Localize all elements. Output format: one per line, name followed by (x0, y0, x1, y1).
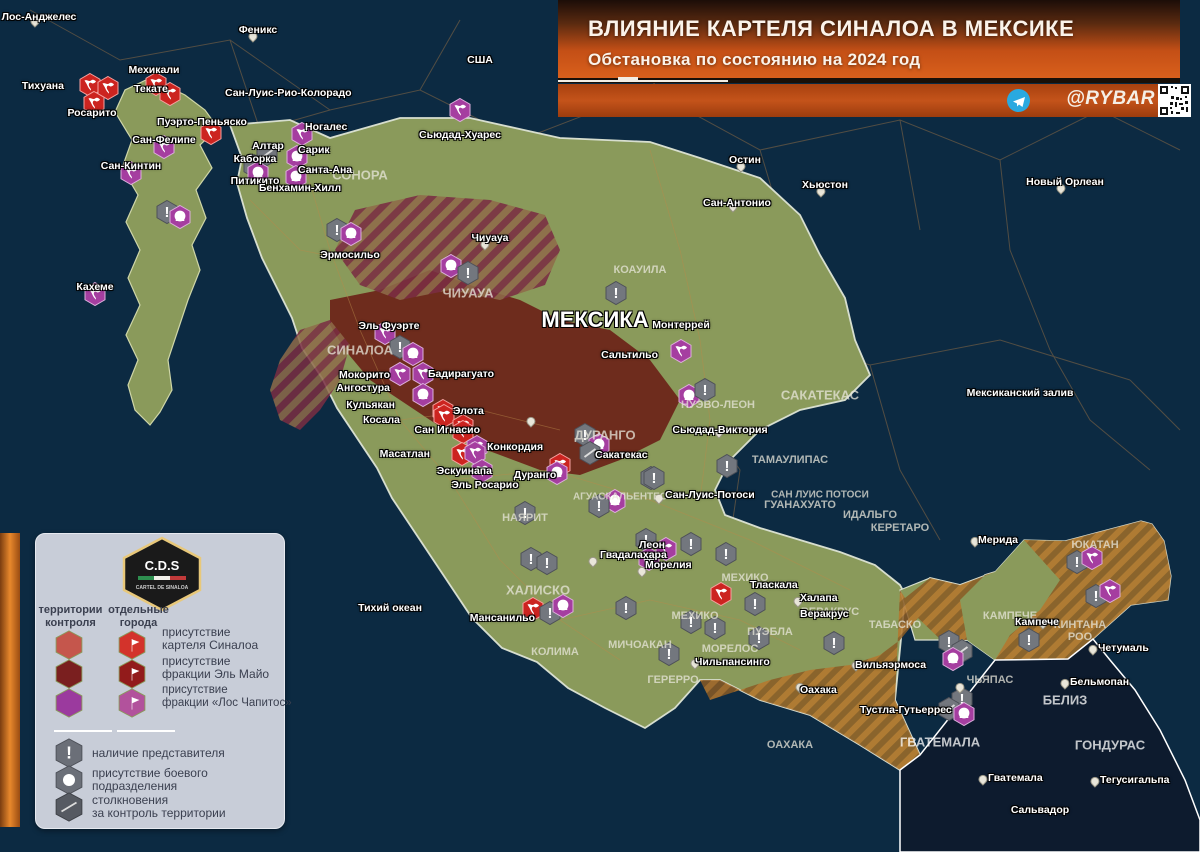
svg-text:!: ! (66, 742, 72, 762)
svg-text:CARTEL DE SINALOA: CARTEL DE SINALOA (136, 585, 189, 591)
svg-text:C.D.S: C.D.S (145, 558, 180, 573)
